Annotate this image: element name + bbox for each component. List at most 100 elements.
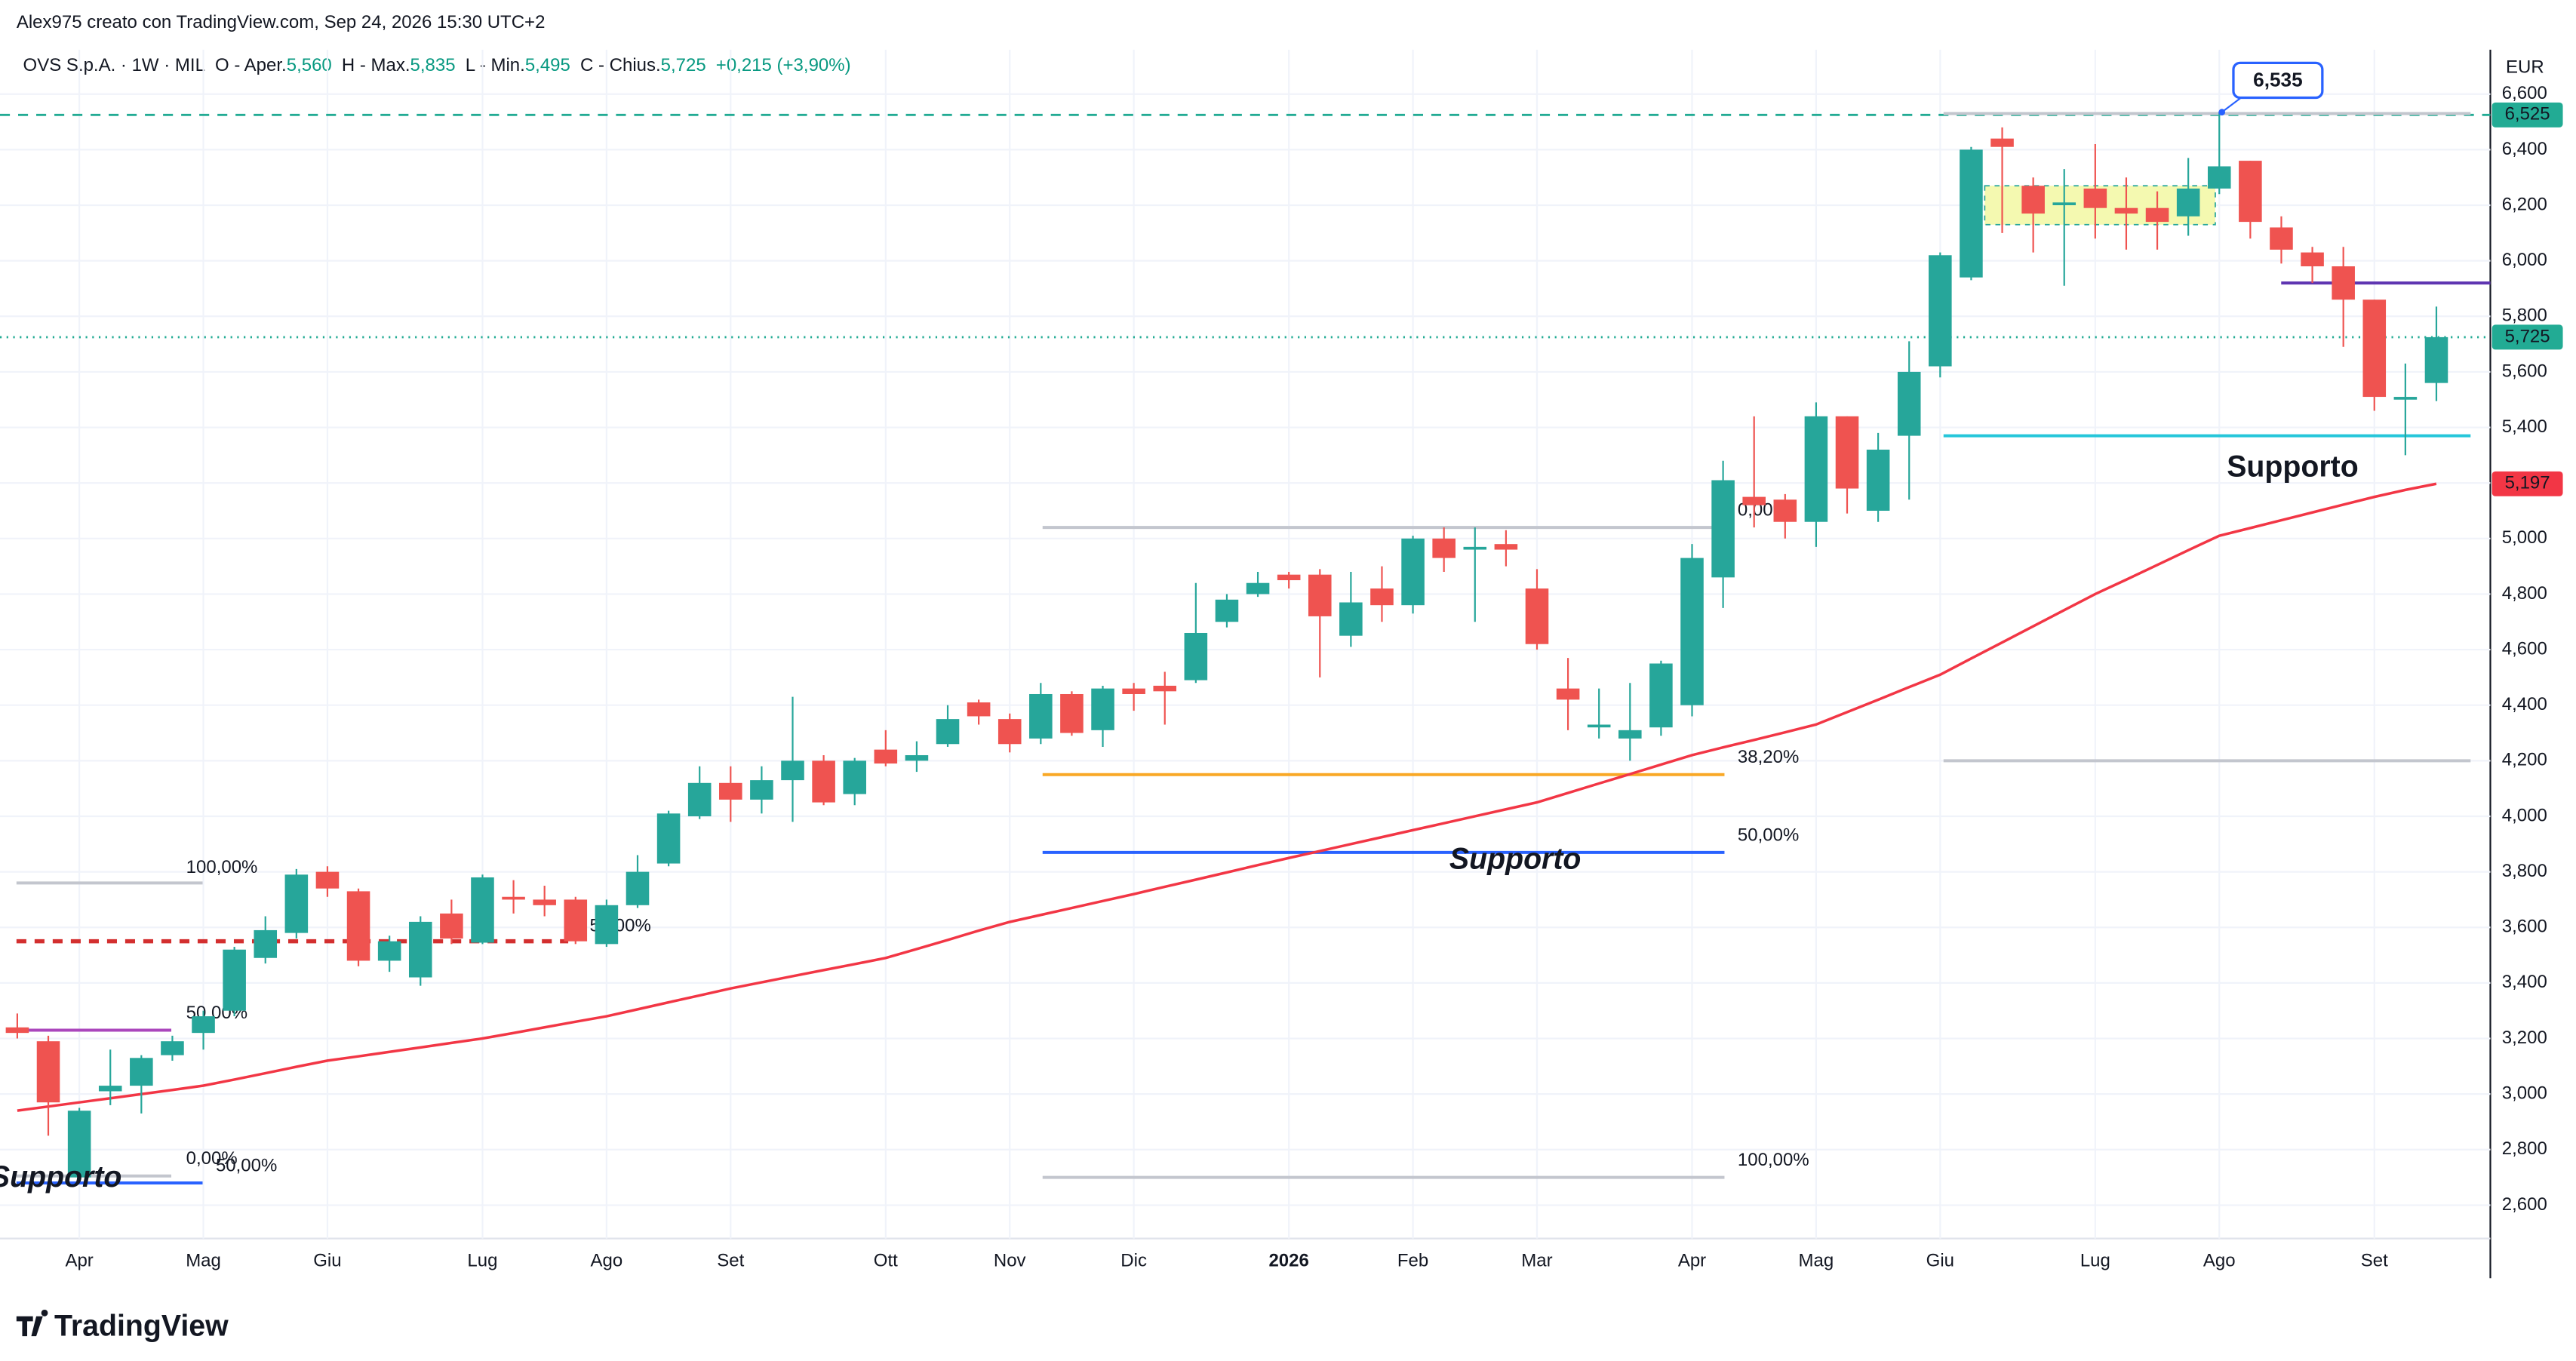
y-tick-label: 5,400	[2502, 416, 2547, 437]
logo-text: TradingView	[54, 1309, 229, 1342]
currency: EUR	[2506, 57, 2544, 77]
candle-body	[750, 780, 773, 800]
candle-body	[2083, 188, 2107, 208]
level-label: 38,20%	[1738, 747, 1799, 767]
candle-body	[781, 760, 804, 781]
level-label: 50,00%	[1738, 825, 1799, 845]
x-tick-label: Mag	[1799, 1251, 1834, 1271]
price-badge	[2491, 102, 2563, 127]
candle-body	[1711, 480, 1735, 578]
x-tick-label: Nov	[994, 1251, 1026, 1271]
candle-body	[2052, 202, 2076, 206]
candle-body	[1122, 688, 1145, 694]
x-tick-label: Giu	[313, 1251, 341, 1271]
price-badge-label: 5,725	[2505, 326, 2550, 346]
candle-body	[1246, 582, 1270, 594]
candle-body	[2270, 227, 2293, 250]
candle-body	[874, 749, 898, 764]
candle-body	[1525, 588, 1549, 644]
candle-body	[1929, 255, 1952, 367]
candle-body	[998, 719, 1022, 745]
candle-body	[36, 1041, 60, 1103]
candle-body	[2301, 252, 2324, 267]
x-tick-label: Apr	[65, 1251, 93, 1271]
open-label: O - Aper.	[215, 55, 287, 75]
y-tick-label: 4,000	[2502, 805, 2547, 825]
candle-body	[812, 760, 835, 803]
logo-icon	[16, 1309, 48, 1337]
candle-body	[98, 1086, 122, 1092]
candle-body	[1649, 663, 1673, 728]
candle-body	[254, 929, 278, 958]
candle-body	[1835, 416, 1859, 489]
y-tick-label: 4,600	[2502, 638, 2547, 659]
note: Supporto	[0, 1160, 121, 1194]
low: 5,495	[525, 55, 570, 75]
y-tick-label: 5,800	[2502, 306, 2547, 326]
y-tick-label: 4,400	[2502, 694, 2547, 714]
x-tick-label: Lug	[467, 1251, 497, 1271]
symbol-legend: OVS S.p.A. · 1W · MIL O - Aper.5,560 H - M…	[23, 55, 851, 75]
x-tick-label: Feb	[1397, 1251, 1428, 1271]
x-tick-label: Lug	[2080, 1251, 2110, 1271]
candle-body	[1153, 685, 1177, 692]
candle-body	[1960, 149, 1983, 278]
high: 5,835	[410, 55, 456, 75]
price-badge	[2491, 324, 2563, 350]
candle-body	[2114, 207, 2138, 214]
x-tick-label: Apr	[1678, 1251, 1706, 1271]
candle-body	[2176, 188, 2200, 217]
candle-body	[656, 813, 681, 864]
candle-body	[2424, 336, 2448, 383]
candle-body	[2145, 207, 2169, 223]
y-tick-label: 6,400	[2502, 139, 2547, 159]
candle-body	[1060, 693, 1084, 733]
candle-body	[284, 874, 309, 933]
candle-body	[1556, 688, 1580, 700]
symbol: OVS S.p.A. · 1W · MIL	[23, 55, 205, 75]
change: +0,215 (+3,90%)	[716, 55, 851, 75]
note: Supporto	[2227, 450, 2358, 483]
candle-body	[1494, 544, 1518, 550]
x-tick-label: Set	[2361, 1251, 2388, 1271]
candle-body	[502, 896, 525, 900]
candle-body	[5, 1027, 29, 1034]
plot-layer: 50,00%50,00%50,00%100,00%0,00%0,00%38,20…	[0, 49, 2491, 1239]
candle-body	[1215, 599, 1239, 622]
y-tick-label: 6,200	[2502, 194, 2547, 214]
x-tick-label: Set	[717, 1251, 744, 1271]
x-tick-label: Mag	[186, 1251, 221, 1271]
candle-body	[1773, 499, 1797, 522]
candle-body	[1091, 688, 1114, 730]
candle-body	[67, 1111, 91, 1178]
candle-body	[2021, 186, 2045, 214]
candle-body	[1897, 371, 1921, 436]
candle-body	[346, 891, 370, 961]
close-label: C - Chius.	[580, 55, 661, 75]
y-tick-label: 3,200	[2502, 1028, 2547, 1048]
x-tick-label: Dic	[1120, 1251, 1147, 1271]
logo-group: TradingView	[16, 1309, 229, 1343]
candle-body	[626, 871, 650, 905]
candle-body	[595, 905, 619, 945]
candle-body	[843, 760, 866, 794]
level-label: 100,00%	[186, 857, 258, 877]
y-tick-label: 3,800	[2502, 861, 2547, 881]
y-tick-label: 3,000	[2502, 1083, 2547, 1103]
candle-body	[2393, 397, 2418, 400]
open: 5,560	[287, 55, 332, 75]
candle-body	[1184, 632, 1208, 680]
callout-box	[2232, 61, 2324, 100]
x-tick-label: Mar	[1521, 1251, 1552, 1271]
candle-body	[1618, 730, 1642, 739]
y-tick-label: 5,600	[2502, 361, 2547, 381]
candle-body	[1370, 588, 1394, 606]
candle-body	[130, 1058, 153, 1086]
candle-body	[377, 941, 401, 961]
candle-body	[1804, 416, 1828, 522]
candle-body	[2207, 166, 2231, 189]
credit: Alex975 creato con TradingView.com, Sep …	[17, 12, 546, 32]
candle-body	[471, 877, 494, 943]
x-tick-label: Giu	[1926, 1251, 1954, 1271]
